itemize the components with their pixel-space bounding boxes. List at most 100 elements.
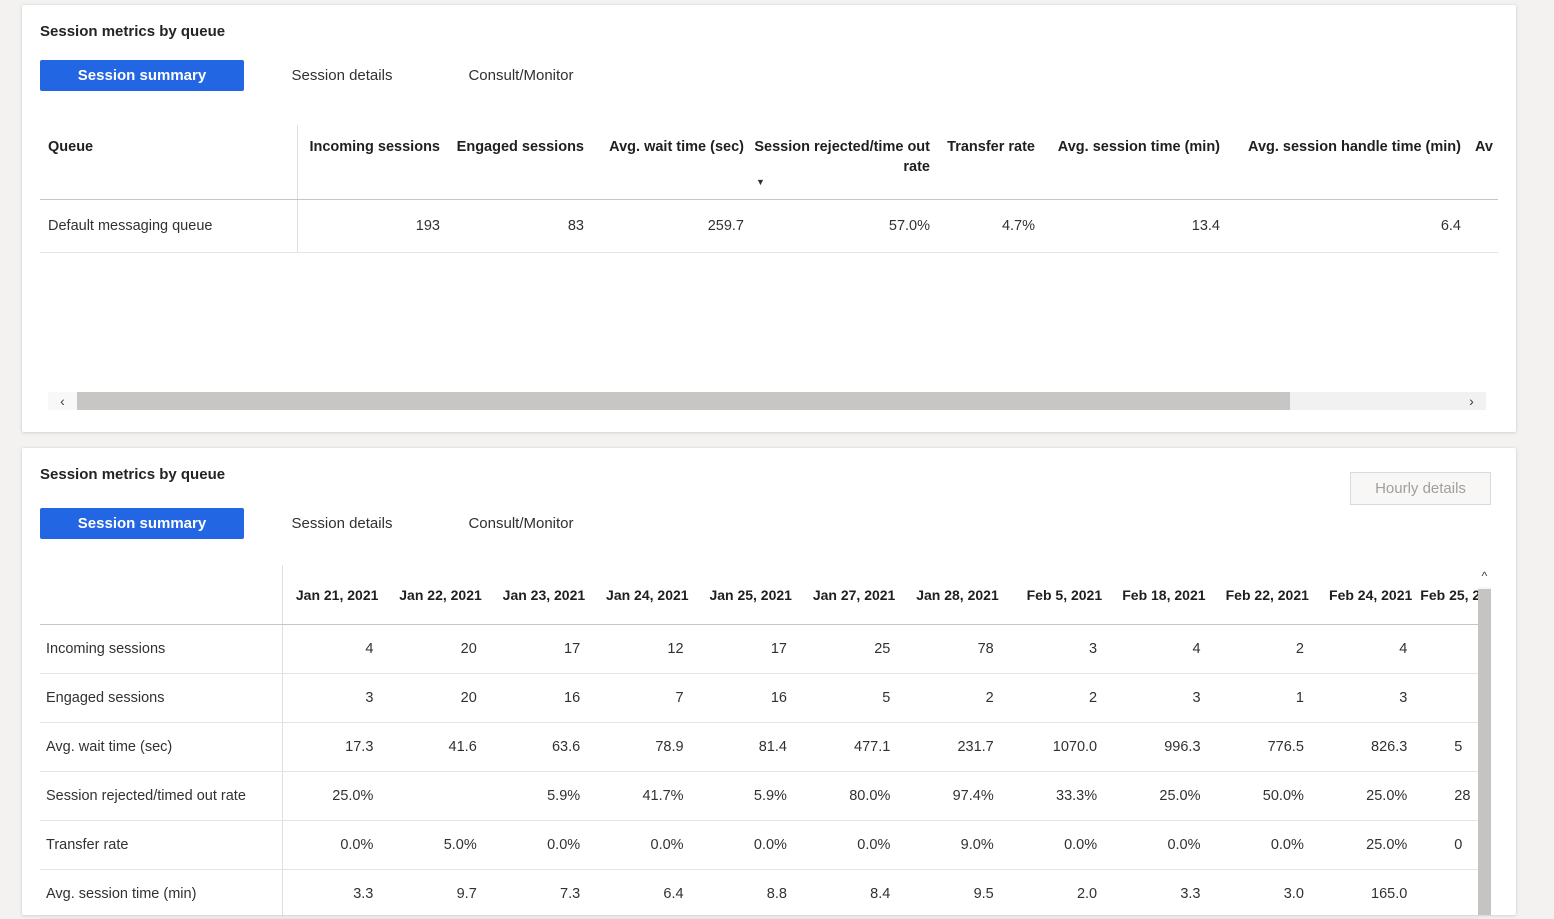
tab-consult-monitor[interactable]: Consult/Monitor [468, 515, 574, 532]
value-cell: 6.4 [1440, 218, 1461, 234]
avg-session-time-min-column-header[interactable]: Avg. session time (min) [1057, 139, 1220, 155]
avg-wait-time-sec-column-header[interactable]: Avg. wait time (sec) [609, 139, 744, 155]
value-cell: 7.3 [560, 886, 581, 902]
value-cell: 50.0% [1262, 788, 1304, 804]
value-cell: 4 [365, 641, 374, 657]
queue-metrics-table: Queue Incoming sessions Engaged sessions Av… [40, 125, 1498, 253]
value-cell: 81.4 [758, 739, 787, 755]
date-column-header[interactable]: Feb 5, 2021 [1026, 586, 1103, 603]
incoming-sessions-row-label: Incoming sessions [40, 625, 283, 673]
value-cell: 12 [667, 641, 684, 657]
value-cell: 7 [675, 690, 684, 706]
date-column-header[interactable]: Jan 22, 2021 [399, 586, 482, 603]
value-cell: 13.4 [1191, 218, 1220, 234]
transfer-rate-row-label: Transfer rate [40, 821, 283, 869]
value-cell: 5.9% [753, 788, 787, 804]
value-cell: 996.3 [1164, 739, 1201, 755]
value-cell: 25.0% [1366, 837, 1408, 853]
value-cell: 3 [1399, 690, 1408, 706]
tab-bar: Session summary Session details Consult/… [40, 508, 602, 539]
table-row: Engaged sessions 3 20 16 7 16 5 2 2 3 1 3 [40, 674, 1478, 723]
date-column-header[interactable]: Jan 21, 2021 [295, 586, 379, 603]
avg-session-handle-time-min-column-header[interactable]: Avg. session handle time (min) [1248, 139, 1461, 155]
hourly-details-button[interactable]: Hourly details [1350, 472, 1491, 505]
value-cell: 231.7 [957, 739, 994, 755]
value-cell: 193 [415, 218, 440, 234]
scroll-left-icon[interactable]: ‹ [48, 392, 77, 410]
value-cell: 0.0% [547, 837, 581, 853]
tab-consult-monitor[interactable]: Consult/Monitor [468, 67, 574, 84]
table-row: Avg. session time (min) 3.3 9.7 7.3 6.4 8.8 8.… [40, 870, 1478, 919]
date-column-header[interactable]: Jan 24, 2021 [606, 586, 689, 603]
value-cell: 0.0% [1064, 837, 1098, 853]
value-cell: 477.1 [854, 739, 891, 755]
value-cell: 776.5 [1267, 739, 1304, 755]
value-cell: 1 [1295, 690, 1304, 706]
horizontal-scrollbar[interactable]: ‹ › [48, 392, 1486, 410]
value-cell: 1070.0 [1052, 739, 1098, 755]
vertical-scrollbar-thumb[interactable] [1478, 589, 1491, 915]
value-cell: 5.0% [443, 837, 477, 853]
value-cell [386, 772, 489, 820]
transfer-rate-column-header[interactable]: Transfer rate [947, 139, 1035, 155]
value-cell: 20 [460, 690, 477, 706]
scroll-up-icon[interactable]: ^ [1478, 565, 1491, 587]
value-cell: 83 [567, 218, 584, 234]
daily-metrics-table: Jan 21, 2021 Jan 22, 2021 Jan 23, 2021 Jan … [40, 565, 1478, 919]
engaged-sessions-column-header[interactable]: Engaged sessions [456, 139, 584, 155]
value-cell: 0 [1454, 837, 1463, 853]
value-cell: 0.0% [857, 837, 891, 853]
value-cell: 0.0% [650, 837, 684, 853]
session-metrics-by-queue-panel-top: Session metrics by queue Session summary… [22, 5, 1516, 432]
scroll-right-icon[interactable]: › [1469, 393, 1474, 409]
sort-descending-icon[interactable]: ▼ [756, 177, 765, 187]
value-cell: 78.9 [655, 739, 684, 755]
value-cell: 17 [564, 641, 581, 657]
value-cell: 41.6 [448, 739, 477, 755]
tab-session-details[interactable]: Session details [291, 515, 393, 532]
value-cell: 2 [1295, 641, 1304, 657]
date-column-header[interactable]: Jan 25, 2021 [709, 586, 792, 603]
value-cell: 5.9% [547, 788, 581, 804]
value-cell [1461, 200, 1498, 252]
value-cell: 5 [882, 690, 891, 706]
tab-session-details[interactable]: Session details [291, 67, 393, 84]
panel-title: Session metrics by queue [40, 23, 226, 40]
table-body: Incoming sessions 4 20 17 12 17 25 78 3 4 2 4 Engage… [40, 625, 1478, 919]
value-cell: 8.4 [870, 886, 891, 902]
horizontal-scrollbar-thumb[interactable] [77, 392, 1290, 410]
tab-session-summary[interactable]: Session summary [40, 508, 244, 539]
value-cell: 4 [1399, 641, 1408, 657]
session-rejected-time-out-rate-column-header[interactable]: Session rejected/time out rate [754, 139, 930, 175]
date-column-header[interactable]: Jan 28, 2021 [916, 586, 999, 603]
tab-session-summary[interactable]: Session summary [40, 60, 244, 91]
session-metrics-by-queue-panel-bottom: Session metrics by queue Hourly details … [22, 448, 1516, 919]
engaged-sessions-row-label: Engaged sessions [40, 674, 283, 722]
av-column-header[interactable]: Av [1475, 139, 1493, 155]
incoming-sessions-column-header[interactable]: Incoming sessions [309, 139, 440, 155]
tab-bar: Session summary Session details Consult/… [40, 60, 602, 91]
date-column-header[interactable]: Feb 18, 2021 [1122, 586, 1206, 603]
date-column-header[interactable]: Feb 25, 2 [1420, 586, 1478, 603]
table-row: Default messaging queue 193 83 259.7 57.0% 4.… [40, 200, 1498, 253]
vertical-scrollbar[interactable]: ^ [1478, 565, 1491, 915]
date-column-header[interactable]: Jan 23, 2021 [502, 586, 586, 603]
value-cell: 3 [1089, 641, 1098, 657]
date-column-header[interactable]: Jan 27, 2021 [812, 586, 896, 603]
value-cell: 826.3 [1371, 739, 1408, 755]
value-cell: 20 [460, 641, 477, 657]
date-column-header[interactable]: Feb 22, 2021 [1225, 586, 1309, 603]
table-header-row: Queue Incoming sessions Engaged sessions Av… [40, 125, 1498, 200]
value-cell: 5 [1454, 739, 1463, 755]
value-cell [1420, 625, 1478, 673]
date-column-header[interactable]: Feb 24, 2021 [1329, 586, 1413, 603]
value-cell: 28 [1454, 788, 1471, 804]
value-cell: 17 [770, 641, 787, 657]
queue-column-header[interactable]: Queue [40, 125, 298, 199]
value-cell [1420, 674, 1478, 722]
value-cell: 3 [365, 690, 374, 706]
metric-column-spacer [40, 565, 283, 624]
table-row: Session rejected/timed out rate 25.0% 5.9%… [40, 772, 1478, 821]
value-cell: 9.7 [456, 886, 477, 902]
value-cell: 33.3% [1056, 788, 1098, 804]
